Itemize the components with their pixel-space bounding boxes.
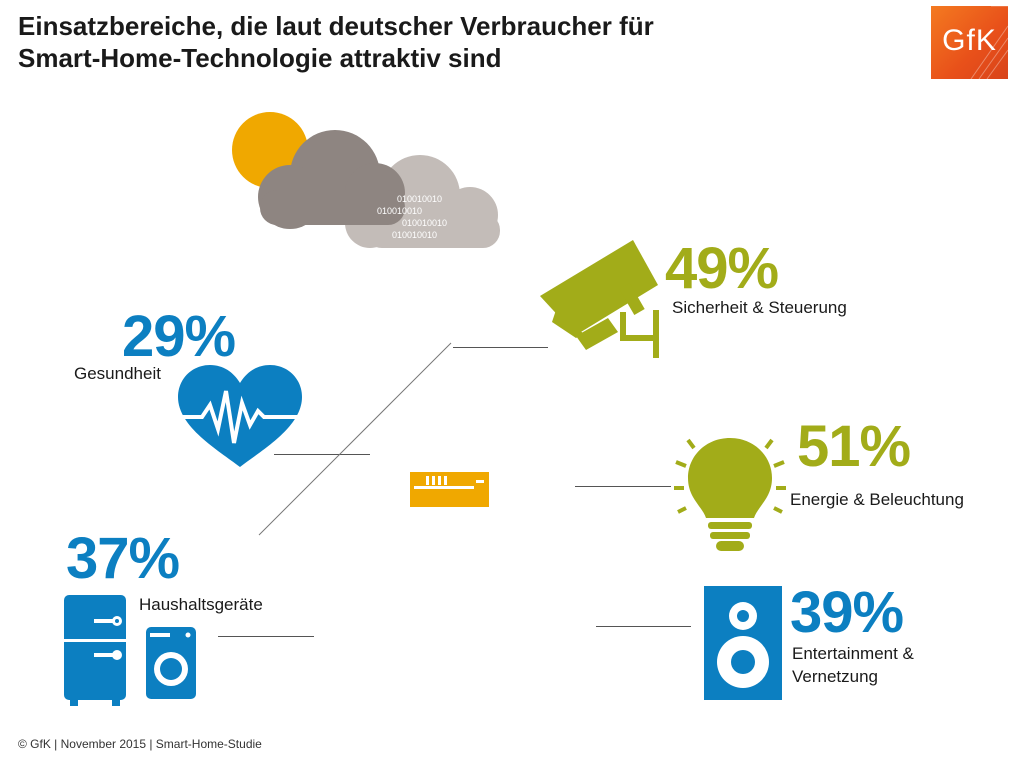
security-camera-icon: [540, 240, 659, 358]
light-bulb-icon: [674, 438, 786, 551]
binary-line-1: 010010010: [397, 194, 442, 204]
logo-texture: [970, 6, 1008, 79]
connector-gesundheit: [274, 454, 370, 455]
speaker-icon: [704, 586, 782, 700]
washing-machine-icon: [146, 627, 196, 699]
label-entertainment-1: Entertainment &: [792, 644, 914, 663]
logo-text: GfK: [942, 24, 997, 57]
title-line-2: Smart-Home-Technologie attraktiv sind: [18, 43, 502, 73]
label-haushalt: Haushaltsgeräte: [139, 595, 263, 614]
percent-energie: 51%: [797, 414, 911, 479]
label-energie: Energie & Beleuchtung: [790, 490, 964, 509]
appliances-icon: [64, 595, 196, 706]
percent-entertainment: 39%: [790, 580, 904, 645]
percent-sicherheit: 49%: [665, 236, 779, 301]
page-title: Einsatzbereiche, die laut deutscher Verb…: [18, 10, 838, 74]
binary-line-3: 010010010: [402, 218, 447, 228]
sun-cloud-data-icon: 010010010 010010010 010010010 010010010: [232, 112, 500, 248]
footer-source: © GfK | November 2015 | Smart-Home-Studi…: [18, 737, 262, 751]
connector-energie: [575, 486, 671, 487]
label-sicherheit: Sicherheit & Steuerung: [672, 298, 847, 317]
gfk-logo: GfK: [931, 6, 1008, 79]
label-entertainment-2: Vernetzung: [792, 667, 879, 686]
binary-line-4: 010010010: [392, 230, 437, 240]
connector-diagonal: [258, 342, 452, 536]
heart-pulse-icon: [178, 365, 302, 467]
fridge-icon: [64, 595, 126, 706]
title-line-1: Einsatzbereiche, die laut deutscher Verb…: [18, 11, 654, 41]
percent-haushalt: 37%: [66, 526, 180, 591]
label-gesundheit: Gesundheit: [74, 364, 161, 383]
binary-line-2: 010010010: [377, 206, 422, 216]
connector-sicherheit: [453, 347, 548, 348]
smart-hub-icon: [410, 472, 489, 507]
dark-cloud-icon: [258, 130, 405, 229]
connector-entertainment: [596, 626, 691, 627]
connector-haushalt: [218, 636, 314, 637]
percent-gesundheit: 29%: [122, 304, 236, 369]
